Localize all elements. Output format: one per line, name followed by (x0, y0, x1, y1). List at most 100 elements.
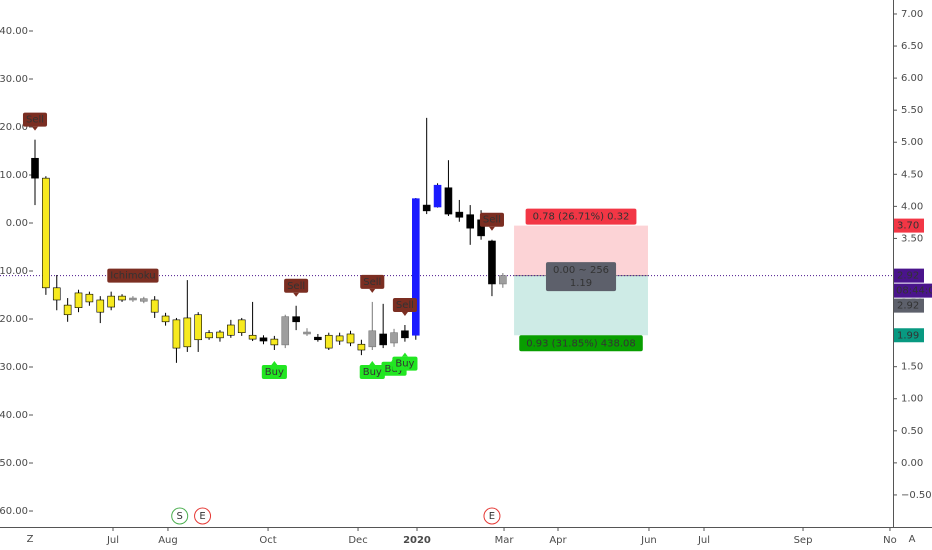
entry-label-box (894, 298, 924, 313)
price-label-box (894, 268, 924, 283)
candle-body (499, 275, 507, 285)
candle-body (357, 343, 366, 351)
buy-signal-pointer (401, 352, 408, 357)
sell-signal-pointer (401, 311, 408, 316)
candle-body (390, 332, 398, 344)
sell-signal-text: Sell (26, 115, 44, 126)
buy-signal-box (359, 365, 385, 380)
event-label: E (199, 511, 205, 522)
candle-body (324, 334, 333, 349)
sell-signal-pointer (32, 126, 39, 131)
y-tick-label: -40.00 (0, 410, 28, 421)
buy-signal-pointer (369, 361, 376, 366)
sell-signal-text: Sell (483, 215, 501, 226)
x-tick-label: Apr (549, 535, 567, 546)
y2-tick-label: 1.00 (901, 394, 923, 405)
y2-tick-label: 5.50 (901, 105, 923, 116)
y-tick-label: 40.00 (0, 26, 28, 37)
buy-signal-pointer (271, 361, 278, 366)
y-tick-label: -60.00 (0, 506, 28, 517)
sell-signal: Sell (479, 212, 504, 231)
candle-body (248, 334, 257, 340)
candle-body (237, 319, 246, 333)
candle-body (488, 240, 496, 285)
event-marker (483, 507, 501, 525)
event-label: E (489, 511, 495, 522)
y2-tick-label: 1.50 (901, 362, 923, 373)
y-tick-label: 30.00 (0, 74, 28, 85)
indicator-label-box (107, 268, 159, 283)
sell-signal: Sell (392, 297, 417, 316)
sell-signal-text: Sell (287, 281, 305, 292)
x-tick-label: No (883, 535, 897, 546)
candle-body (379, 333, 387, 346)
price-label: 1.99 (897, 330, 919, 341)
candle-body (412, 198, 420, 336)
stop-label: 0.78 (26.71%) 0.32 (525, 208, 637, 225)
candle-body (63, 304, 72, 316)
y-tick-label: 10.00 (0, 170, 28, 181)
candle-body (303, 331, 311, 335)
candle-body (140, 298, 148, 302)
sell-signal-text: Sell (396, 300, 414, 311)
y2-tick-label: 0.50 (901, 426, 923, 437)
event-label: S (177, 511, 183, 522)
y2-tick-label: −0.50 (901, 490, 932, 501)
x-tick-label: Jul (106, 535, 119, 546)
candle-body (31, 157, 39, 179)
candle-body (335, 335, 344, 342)
y-tick-label: 0.00 (6, 218, 28, 229)
buy-signal-text: Buy (395, 359, 414, 370)
x-tick-label: Mar (495, 535, 515, 546)
buy-signal: Buy (261, 361, 287, 380)
candle-body (292, 316, 300, 323)
buy-signal-text: Buy (265, 367, 284, 378)
sell-signal-box (360, 274, 385, 289)
target-label-box (519, 335, 643, 352)
candle-body (205, 332, 213, 339)
y2-tick-label: 0.00 (901, 458, 923, 469)
sell-signal-text: Sell (363, 277, 381, 288)
candle-body (466, 214, 475, 229)
candle-body (368, 330, 377, 348)
sell-signal-box (22, 112, 48, 127)
event-marker (194, 507, 212, 525)
corner-button[interactable]: Z (27, 534, 34, 545)
stop-label-text: 0.78 (26.71%) 0.32 (533, 212, 630, 223)
x-tick-label: Jun (640, 535, 657, 546)
x-tick-label: Oct (259, 535, 276, 546)
target-label-text: 0.93 (31.85%) 438.08 (526, 338, 636, 349)
position-info-box (545, 262, 617, 292)
candle-body (444, 187, 453, 215)
sell-signal-pointer (369, 288, 376, 293)
y2-tick-label: 5.00 (901, 137, 923, 148)
position-info-text: 1.19 (570, 278, 592, 289)
candle-body (281, 316, 290, 346)
x-tick-label: Jul (697, 535, 710, 546)
corner-button[interactable]: A (909, 534, 916, 545)
sell-signal-pointer (488, 226, 495, 231)
y2-tick-label: 4.50 (901, 169, 923, 180)
candle-body (422, 204, 431, 212)
buy-signal: Buy (392, 352, 418, 371)
candle-body (455, 211, 464, 218)
indicator-label-text: Ichimoku (110, 271, 155, 282)
y-tick-label: -50.00 (0, 458, 28, 469)
candle-body (227, 324, 235, 336)
event-marker (171, 507, 189, 525)
y2-tick-label: 4.00 (901, 201, 923, 212)
sell-signal: Sell (360, 274, 385, 293)
candle-body (314, 336, 322, 341)
y2-tick-label: 6.50 (901, 41, 923, 52)
y2-tick-label: 3.50 (901, 233, 923, 244)
candle-body (52, 287, 61, 301)
candle-body (183, 317, 192, 348)
candle-body (270, 338, 279, 346)
price-label-box (894, 218, 924, 233)
countdown-box (894, 283, 932, 298)
candle-body (107, 295, 115, 308)
candle-body (259, 337, 268, 342)
entry-label: 2.92 (897, 301, 919, 312)
price-label: 2.92 (897, 271, 919, 282)
